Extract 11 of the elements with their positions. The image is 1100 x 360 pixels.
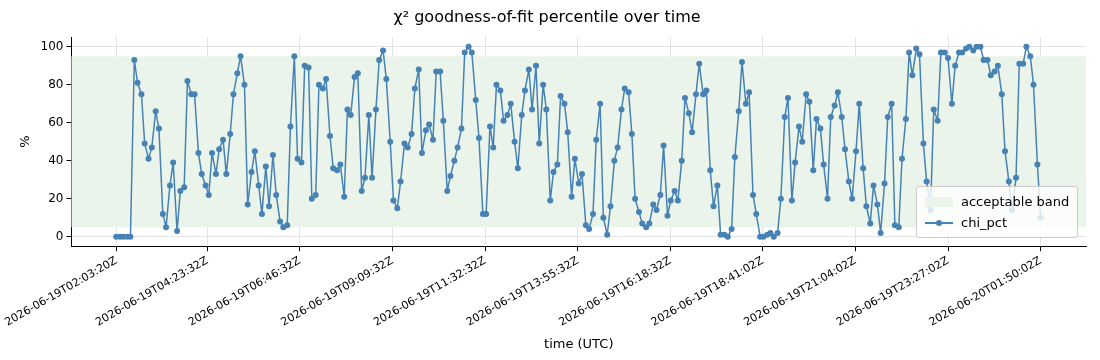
x-axis-title: time (UTC) xyxy=(544,335,614,351)
y-tick-label: 20 xyxy=(48,190,64,205)
chart-title: χ² goodness-of-fit percentile over time xyxy=(393,6,701,26)
y-tick-label: 80 xyxy=(48,76,64,91)
y-tick-label: 0 xyxy=(55,228,64,243)
legend-label: chi_pct xyxy=(961,215,1007,231)
band-label: acceptable band xyxy=(961,194,1070,210)
y-axis-title: % xyxy=(17,135,33,148)
y-tick-label: 100 xyxy=(40,38,64,53)
y-tick-label: 40 xyxy=(48,152,64,167)
y-tick-label: 60 xyxy=(48,114,64,129)
